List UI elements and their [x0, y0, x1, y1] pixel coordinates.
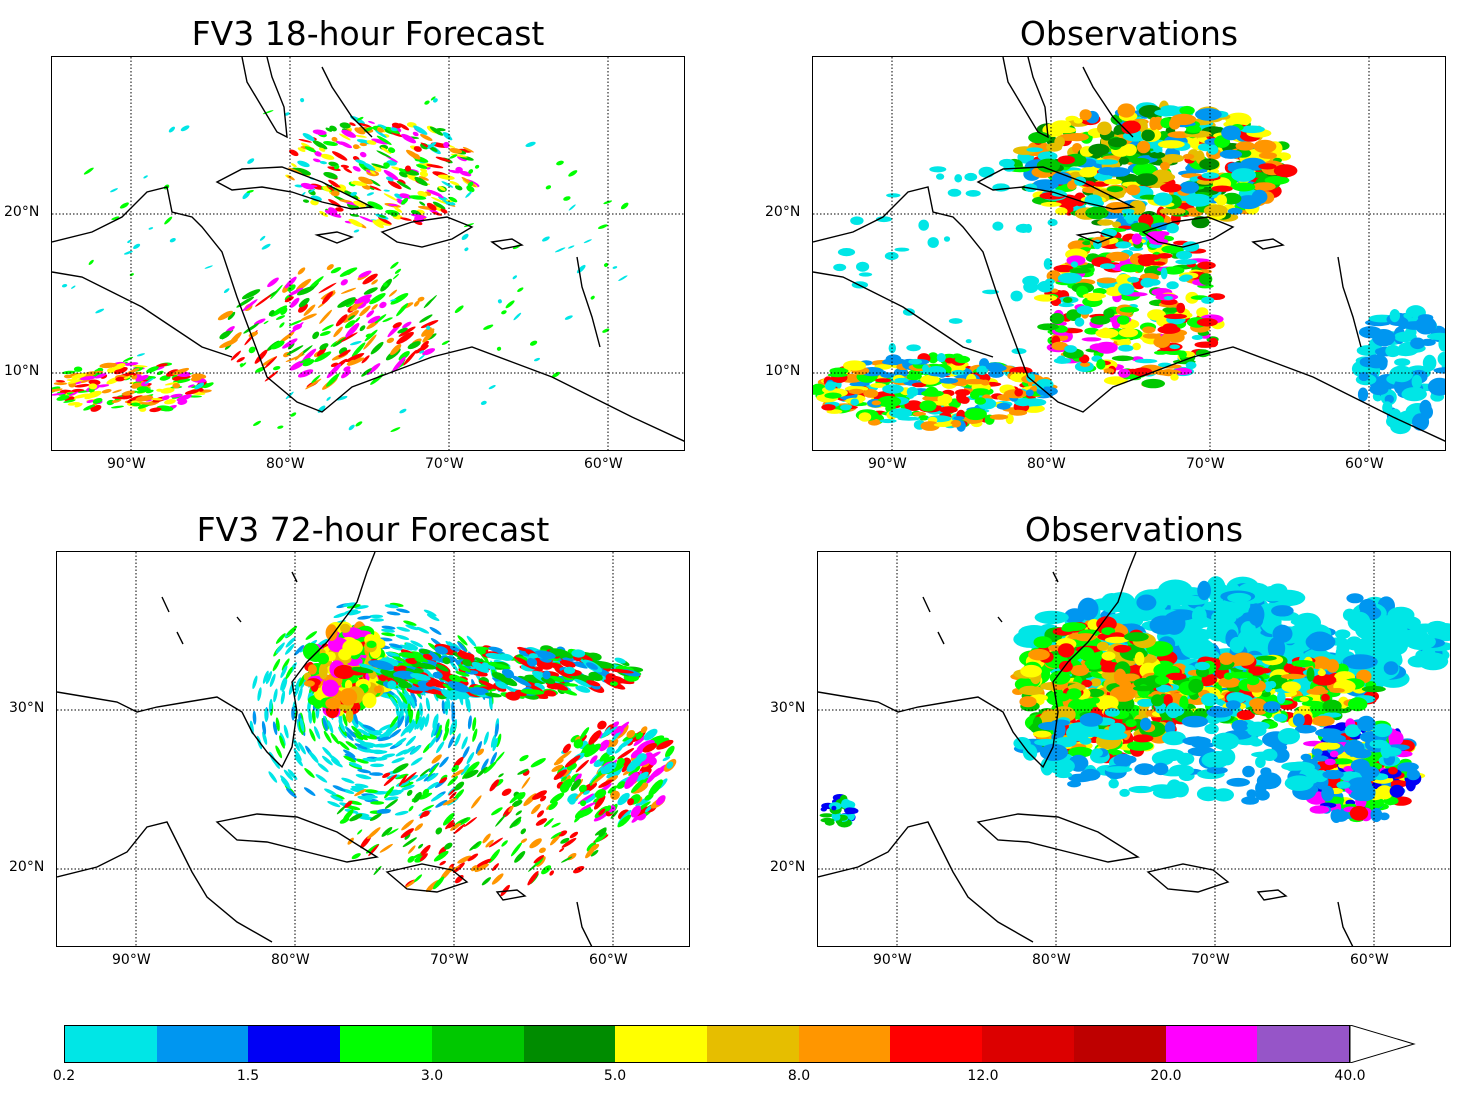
coastlines — [57, 552, 593, 946]
colorbar-label: 20.0 — [1150, 1068, 1182, 1084]
lat-label: 30°N — [9, 700, 45, 716]
lat-label: 10°N — [765, 363, 801, 379]
lat-label: 20°N — [770, 859, 806, 875]
panel-title-observations-top: Observations — [1019, 14, 1239, 53]
lon-label: 70°W — [425, 456, 464, 472]
colorbar-extend-arrow — [1350, 1025, 1416, 1063]
colorbar-segment — [1073, 1026, 1166, 1062]
lon-label: 80°W — [266, 456, 305, 472]
panel-title-observations-bottom: Observations — [1024, 510, 1244, 549]
colorbar-segment — [890, 1026, 983, 1062]
lat-label: 10°N — [4, 363, 40, 379]
map-observations-bottom — [817, 551, 1451, 947]
colorbar-label: 40.0 — [1334, 1068, 1366, 1084]
map-canvas — [813, 57, 1445, 450]
lon-label: 80°W — [1027, 456, 1066, 472]
colorbar-segment — [798, 1026, 891, 1062]
colorbar-segment — [707, 1026, 799, 1062]
lon-label: 70°W — [1191, 952, 1230, 968]
colorbar-segment — [523, 1026, 616, 1062]
map-fv3-72h-forecast — [56, 551, 690, 947]
lon-label: 60°W — [1345, 456, 1384, 472]
lon-label: 60°W — [1350, 952, 1389, 968]
lon-label: 90°W — [107, 456, 146, 472]
colorbar-label: 0.2 — [52, 1068, 76, 1084]
coastlines — [52, 57, 684, 442]
lon-label: 60°W — [589, 952, 628, 968]
map-fv3-18h-forecast — [51, 56, 685, 451]
map-observations-top — [812, 56, 1446, 451]
map-canvas — [57, 552, 689, 946]
colorbar-segment — [156, 1026, 249, 1062]
lon-label: 70°W — [1186, 456, 1225, 472]
lat-label: 20°N — [4, 204, 40, 220]
precip-field — [813, 100, 1445, 435]
lon-label: 90°W — [112, 952, 151, 968]
colorbar-segment — [431, 1026, 524, 1062]
map-canvas — [52, 57, 684, 450]
lon-label: 60°W — [584, 456, 623, 472]
colorbar-segment — [65, 1026, 157, 1062]
precip-field — [52, 96, 629, 433]
lon-label: 90°W — [868, 456, 907, 472]
coastlines — [813, 57, 1445, 442]
lat-label: 20°N — [9, 859, 45, 875]
precip-field — [819, 576, 1450, 828]
colorbar-segment — [1257, 1026, 1350, 1062]
colorbar-segment — [1165, 1026, 1258, 1062]
lon-label: 90°W — [873, 952, 912, 968]
panel-title-fv3-18h: FV3 18-hour Forecast — [191, 14, 545, 53]
lon-label: 80°W — [271, 952, 310, 968]
colorbar-segment — [248, 1026, 341, 1062]
lon-label: 80°W — [1032, 952, 1071, 968]
lat-label: 20°N — [765, 204, 801, 220]
gridlines — [813, 57, 1445, 450]
colorbar-label: 5.0 — [603, 1068, 627, 1084]
panel-title-fv3-72h: FV3 72-hour Forecast — [196, 510, 550, 549]
colorbar-label: 12.0 — [967, 1068, 999, 1084]
map-canvas — [818, 552, 1450, 946]
colorbar-label: 3.0 — [420, 1068, 444, 1084]
precip-colorbar — [64, 1025, 1350, 1063]
coastlines — [818, 552, 1354, 946]
colorbar-segment — [982, 1026, 1074, 1062]
gridlines — [52, 57, 684, 450]
lon-label: 70°W — [430, 952, 469, 968]
colorbar-segment — [615, 1026, 708, 1062]
colorbar-segment — [340, 1026, 432, 1062]
precip-field — [249, 602, 677, 897]
lat-label: 30°N — [770, 700, 806, 716]
gridlines — [57, 552, 689, 946]
colorbar-label: 8.0 — [787, 1068, 811, 1084]
gridlines — [818, 552, 1450, 946]
colorbar-label: 1.5 — [236, 1068, 260, 1084]
